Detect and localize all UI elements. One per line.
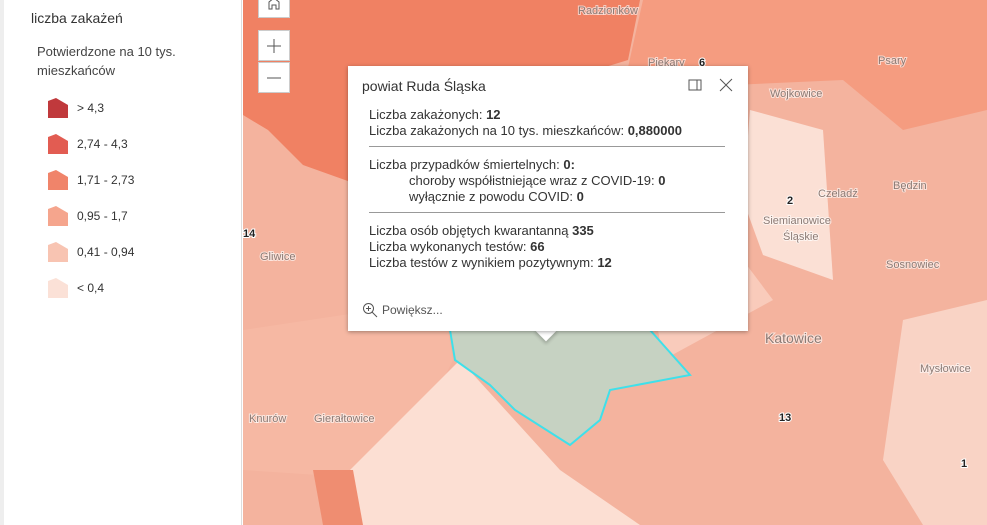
popup-title: powiat Ruda Śląska xyxy=(362,78,486,94)
row-label: wyłącznie z powodu COVID: xyxy=(409,189,574,204)
place-label: Siemianowice xyxy=(763,215,831,227)
row: Liczba zakażonych na 10 tys. mieszkańców… xyxy=(369,123,725,139)
legend-swatch xyxy=(48,278,68,298)
minus-icon xyxy=(267,77,281,78)
count-label: 14 xyxy=(243,228,256,240)
row-value: 0 xyxy=(658,173,666,188)
divider xyxy=(369,146,725,147)
home-icon xyxy=(268,0,280,10)
plus-icon xyxy=(267,38,281,53)
row-label: choroby współistniejące wraz z COVID-19: xyxy=(409,173,655,188)
region xyxy=(883,300,987,525)
place-label: Gierałtowice xyxy=(314,413,375,425)
row: Liczba przypadków śmiertelnych: 0: xyxy=(369,157,725,173)
popup: powiat Ruda Śląska Liczba zakażonych: 12… xyxy=(348,66,748,331)
row-label: Liczba przypadków śmiertelnych: xyxy=(369,157,560,172)
region xyxy=(623,0,987,130)
legend-label: < 0,4 xyxy=(77,281,105,295)
legend-item: 0,95 - 1,7 xyxy=(47,198,134,234)
row-value: 66 xyxy=(530,239,545,254)
legend-panel: liczba zakażeń Potwierdzone na 10 tys. m… xyxy=(0,0,242,525)
legend-swatch xyxy=(48,206,68,226)
row-label: Liczba osób objętych kwarantanną xyxy=(369,223,569,238)
place-label: Będzin xyxy=(893,180,927,192)
dock-button[interactable] xyxy=(688,78,702,92)
home-button[interactable] xyxy=(258,0,290,18)
place-label: Mysłowice xyxy=(920,363,971,375)
place-label: Gliwice xyxy=(260,251,295,263)
row-label: Liczba wykonanych testów: xyxy=(369,239,527,254)
legend-swatch-shape xyxy=(48,134,68,154)
row: choroby współistniejące wraz z COVID-19:… xyxy=(369,173,725,189)
legend-item: 0,41 - 0,94 xyxy=(47,234,134,270)
legend-item: 2,74 - 4,3 xyxy=(47,126,134,162)
row-value: 335 xyxy=(572,223,594,238)
place-label: Sosnowiec xyxy=(886,259,940,271)
count-label: 1 xyxy=(961,458,967,470)
row-value: 0 xyxy=(576,189,584,204)
legend-swatch-shape xyxy=(48,170,68,190)
row: wyłącznie z powodu COVID: 0 xyxy=(369,189,725,205)
legend-label: 1,71 - 2,73 xyxy=(77,173,135,187)
legend-item: < 0,4 xyxy=(47,270,134,306)
place-label: Wojkowice xyxy=(770,88,822,100)
legend-item: 1,71 - 2,73 xyxy=(47,162,134,198)
legend-label: 0,41 - 0,94 xyxy=(77,245,135,259)
zoom-label: Powiększ... xyxy=(382,303,443,317)
legend-swatch-shape xyxy=(48,206,68,226)
legend-subtitle: Potwierdzone na 10 tys. mieszkańców xyxy=(37,44,176,78)
row-label: Liczba zakażonych: xyxy=(369,107,483,122)
zoom-icon xyxy=(363,303,378,318)
close-button[interactable] xyxy=(719,78,733,92)
zoom-link[interactable]: Powiększ... xyxy=(362,302,443,318)
selected-region[interactable] xyxy=(448,329,692,447)
row: Liczba testów z wynikiem pozytywnym: 12 xyxy=(369,255,725,271)
place-label: Śląskie xyxy=(783,230,818,243)
row-label: Liczba testów z wynikiem pozytywnym: xyxy=(369,255,594,270)
legend-title: liczba zakażeń xyxy=(31,10,123,26)
row-value: 12 xyxy=(597,255,612,270)
region xyxy=(313,470,363,525)
popup-body: Liczba zakażonych: 12 Liczba zakażonych … xyxy=(369,107,725,271)
row: Liczba wykonanych testów: 66 xyxy=(369,239,725,255)
legend-swatch xyxy=(48,170,68,190)
count-label: 6 xyxy=(699,57,705,69)
legend-label: 0,95 - 1,7 xyxy=(77,209,128,223)
count-label: 13 xyxy=(779,412,791,424)
row: Liczba zakażonych: 12 xyxy=(369,107,725,123)
legend-swatch xyxy=(48,134,68,154)
region xyxy=(350,360,640,525)
place-label: Radzionków xyxy=(578,5,638,17)
count-label: 2 xyxy=(787,195,793,207)
legend-label: 2,74 - 4,3 xyxy=(77,137,128,151)
place-label: Katowice xyxy=(765,330,822,346)
legend-items: > 4,3 2,74 - 4,3 1,71 - 2,73 0,95 - 1,7 0,41… xyxy=(47,90,134,306)
place-label: Psary xyxy=(878,55,907,67)
legend-item: > 4,3 xyxy=(47,90,134,126)
legend-swatch-shape xyxy=(48,242,68,262)
row-value: 0: xyxy=(563,157,575,172)
legend-swatch-shape xyxy=(48,98,68,118)
region xyxy=(743,110,833,280)
row-value: 0,880000 xyxy=(627,123,682,138)
row: Liczba osób objętych kwarantanną 335 xyxy=(369,223,725,239)
divider xyxy=(369,212,725,213)
legend-swatch xyxy=(48,242,68,262)
legend-swatch xyxy=(48,98,68,118)
place-label: Knurów xyxy=(249,413,286,425)
legend-label: > 4,3 xyxy=(77,101,105,115)
zoom-in-button[interactable] xyxy=(258,30,290,61)
legend-swatch-shape xyxy=(48,278,68,298)
row-value: 12 xyxy=(486,107,501,122)
place-label: Czeladź xyxy=(818,188,858,200)
zoom-out-button[interactable] xyxy=(258,62,290,93)
row-label: Liczba zakażonych na 10 tys. mieszkańców… xyxy=(369,123,625,138)
